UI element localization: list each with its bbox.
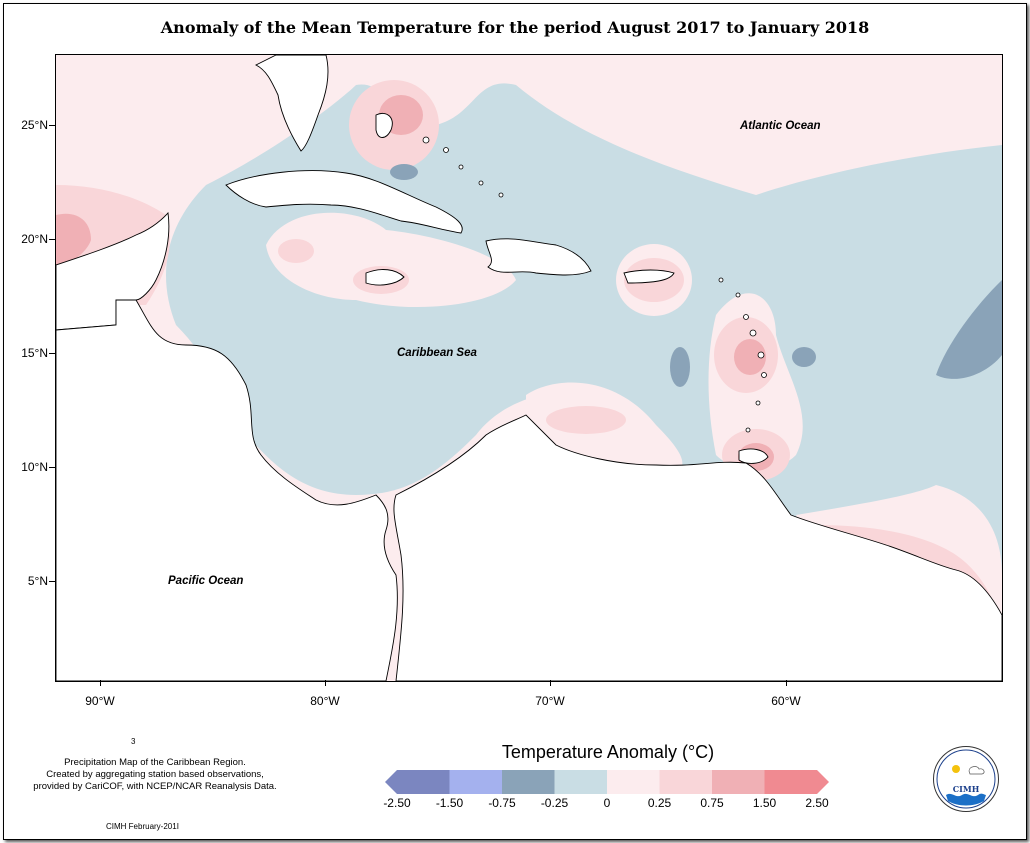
land-trinidad bbox=[738, 448, 769, 464]
anomaly-mexico-core bbox=[56, 213, 91, 270]
logo-graphic bbox=[936, 749, 996, 809]
lon-tick bbox=[550, 680, 551, 686]
anomaly-pink-jamaica bbox=[266, 212, 516, 308]
colorbar-bin bbox=[607, 770, 660, 794]
lat-label-10: 10°N bbox=[21, 460, 48, 474]
small-mark: 3 bbox=[131, 737, 136, 746]
legend-tick-label: -1.50 bbox=[435, 796, 464, 810]
colorbar-bin bbox=[712, 770, 765, 794]
legend-tick-label: 2.50 bbox=[805, 796, 829, 810]
island-dot bbox=[443, 147, 449, 153]
anomaly-east-cool bbox=[936, 280, 1002, 379]
land-hispaniola bbox=[485, 238, 592, 276]
legend-tick-label: 1.50 bbox=[752, 796, 777, 810]
logo-text: CIMH bbox=[952, 784, 980, 794]
legend-tick-label: 0.75 bbox=[700, 796, 724, 810]
logo-ring bbox=[936, 749, 996, 809]
lon-label-90: 90°W bbox=[85, 694, 115, 708]
cimh-logo: CIMH bbox=[933, 746, 999, 812]
small-islands bbox=[422, 136, 767, 433]
colorbar-bin bbox=[449, 770, 502, 794]
lat-tick bbox=[49, 125, 55, 126]
lat-tick bbox=[49, 467, 55, 468]
legend-tick-label: -2.50 bbox=[383, 796, 411, 810]
land-jamaica bbox=[365, 269, 405, 286]
island-dot bbox=[422, 136, 430, 144]
island-dot bbox=[735, 292, 741, 298]
lat-label-20: 20°N bbox=[21, 232, 48, 246]
legend-tick-label: 0 bbox=[603, 796, 611, 810]
colorbar-bins bbox=[385, 770, 829, 794]
credit-line: Created by aggregating station based obs… bbox=[46, 769, 264, 780]
colorbar-bin bbox=[385, 770, 450, 794]
island-dot bbox=[458, 164, 464, 170]
anomaly-cool-blob-1 bbox=[670, 347, 690, 387]
legend-tick-label: -0.25 bbox=[540, 796, 569, 810]
colorbar-bin bbox=[502, 770, 555, 794]
lon-label-80: 80°W bbox=[310, 694, 340, 708]
land-andros bbox=[375, 112, 393, 138]
colorbar-bin bbox=[659, 770, 712, 794]
credit-line: Precipitation Map of the Caribbean Regio… bbox=[64, 757, 246, 768]
date-stamp: CIMH February-201I bbox=[106, 822, 179, 831]
legend-tick-label: 0.25 bbox=[647, 796, 672, 810]
anomaly-cool-blob-2 bbox=[792, 347, 816, 367]
cloud-icon bbox=[968, 766, 985, 775]
island-dot bbox=[478, 180, 484, 186]
colorbar-bin bbox=[764, 770, 829, 794]
anomaly-map bbox=[56, 55, 1002, 681]
land-south-america bbox=[393, 414, 1002, 681]
island-dot bbox=[743, 314, 749, 320]
colorbar-bin bbox=[554, 770, 607, 794]
lat-label-25: 25°N bbox=[21, 118, 48, 132]
label-caribbean-sea: Caribbean Sea bbox=[397, 347, 477, 359]
island-dot bbox=[498, 192, 504, 198]
legend-title: Temperature Anomaly (°C) bbox=[501, 742, 715, 762]
map-panel bbox=[55, 54, 1003, 682]
lon-label-70: 70°W bbox=[535, 694, 565, 708]
lat-tick bbox=[49, 353, 55, 354]
island-dot bbox=[757, 351, 765, 359]
island-dot bbox=[749, 329, 757, 337]
lat-tick bbox=[49, 239, 55, 240]
lon-label-60: 60°W bbox=[771, 694, 801, 708]
sun-icon bbox=[952, 765, 960, 773]
land-puertorico bbox=[623, 269, 675, 284]
anomaly-cool-spot bbox=[390, 164, 418, 180]
land-florida bbox=[254, 55, 329, 152]
legend-tick-label: -0.75 bbox=[488, 796, 516, 810]
land-masses bbox=[56, 55, 1002, 681]
colorbar-svg bbox=[385, 770, 829, 794]
lon-tick bbox=[100, 680, 101, 686]
land-central-america bbox=[56, 299, 398, 681]
credit-line: provided by CariCOF, with NCEP/NCAR Rean… bbox=[33, 781, 277, 792]
label-atlantic-ocean: Atlantic Ocean bbox=[740, 120, 821, 132]
land-cuba bbox=[225, 170, 463, 234]
island-dot bbox=[761, 372, 767, 378]
map-title: Anomaly of the Mean Temperature for the … bbox=[160, 18, 870, 37]
island-dot bbox=[745, 427, 751, 433]
anomaly-venezuela-core bbox=[546, 406, 626, 434]
anomaly-cuba-core bbox=[278, 239, 314, 263]
island-dot bbox=[718, 277, 724, 283]
legend-colorbar bbox=[385, 768, 830, 801]
wave-icon bbox=[946, 793, 986, 806]
label-pacific-ocean: Pacific Ocean bbox=[168, 575, 244, 587]
lat-label-15: 15°N bbox=[21, 346, 48, 360]
anomaly-antilles-peak bbox=[734, 339, 766, 375]
credits-text: Precipitation Map of the Caribbean Regio… bbox=[10, 757, 300, 793]
lat-label-5: 5°N bbox=[27, 574, 48, 588]
lon-tick bbox=[786, 680, 787, 686]
lat-tick bbox=[49, 581, 55, 582]
lon-tick bbox=[325, 680, 326, 686]
land-mexico bbox=[56, 212, 170, 331]
island-dot bbox=[755, 400, 761, 406]
